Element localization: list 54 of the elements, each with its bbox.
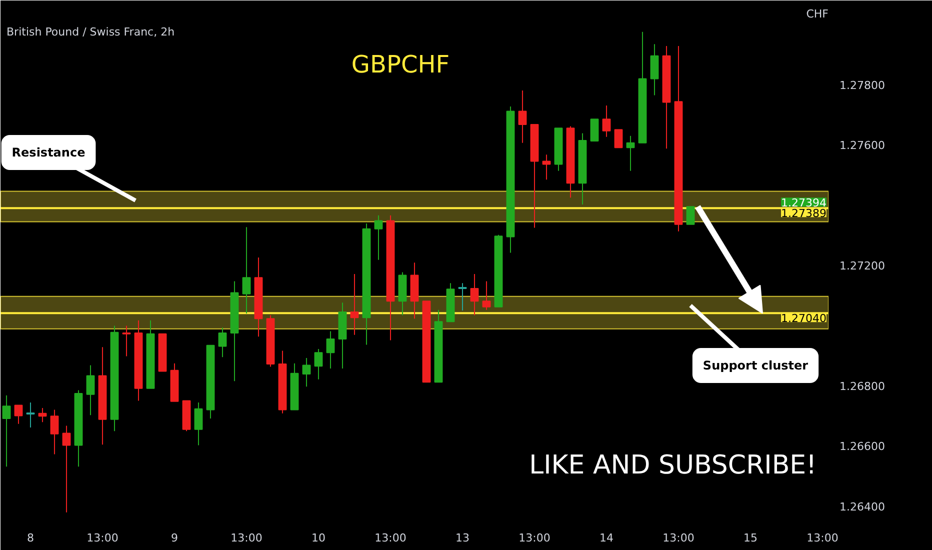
x-tick-label: 9 [171, 532, 178, 544]
candlestick [314, 348, 323, 380]
candlestick [218, 327, 227, 358]
x-tick-label: 13:00 [86, 532, 118, 544]
candlestick [518, 90, 527, 144]
candlestick [650, 44, 659, 96]
candlestick [194, 402, 203, 446]
ref-line-label: 1.27040 [781, 312, 827, 326]
text: GBPCHF [351, 50, 450, 78]
candlestick [590, 118, 599, 142]
candlestick [50, 409, 59, 455]
candlestick [470, 274, 479, 316]
x-tick-label: 8 [27, 532, 34, 544]
y-tick-label: 1.27800 [840, 78, 885, 92]
x-tick-label: 14 [600, 532, 614, 544]
x-tick-label: 13:00 [518, 532, 550, 544]
y-axis-title: CHF [806, 8, 828, 20]
x-tick-label: 13:00 [374, 532, 406, 544]
candlestick [14, 404, 23, 424]
x-tick-label: 13:00 [806, 532, 838, 544]
x-tick-label: 13:00 [230, 532, 262, 544]
candlestick [686, 206, 695, 225]
annotation: Resistance [12, 146, 86, 160]
candlestick [626, 135, 635, 172]
y-tick-label: 1.27200 [840, 260, 885, 273]
ref-line-label: 1.27389 [781, 207, 827, 220]
x-tick-label: 15 [744, 532, 758, 544]
candlestick [122, 325, 131, 357]
chart-subtitle: British Pound / Swiss Franc, 2h [6, 26, 175, 38]
candlestick [302, 358, 311, 388]
candlestick [62, 425, 71, 513]
annotation: Support cluster [702, 358, 808, 372]
candlestick [38, 407, 47, 423]
candlestick [242, 226, 251, 314]
candlestick [350, 274, 359, 336]
candlestick [86, 364, 95, 416]
candlestick [2, 394, 11, 468]
x-tick-label: 10 [312, 532, 326, 544]
annotation: LIKE AND SUBSCRIBE! [529, 450, 817, 480]
candlestick [374, 214, 383, 260]
annotation: 1.27394 [781, 196, 827, 210]
y-tick-label: 1.27600 [840, 139, 885, 152]
candlestick [326, 330, 335, 370]
candlestick [614, 129, 623, 148]
candlestick [482, 280, 491, 310]
y-tick-label: 1.26400 [840, 500, 885, 514]
candlestick [602, 105, 611, 138]
x-tick-label: 13:00 [662, 532, 694, 544]
candlestick [458, 282, 467, 311]
x-tick-label: 13 [456, 532, 470, 544]
candlestick [26, 402, 35, 428]
y-tick-label: 1.26600 [840, 440, 885, 454]
candlestick [542, 154, 551, 180]
y-tick-label: 1.26800 [840, 380, 885, 393]
